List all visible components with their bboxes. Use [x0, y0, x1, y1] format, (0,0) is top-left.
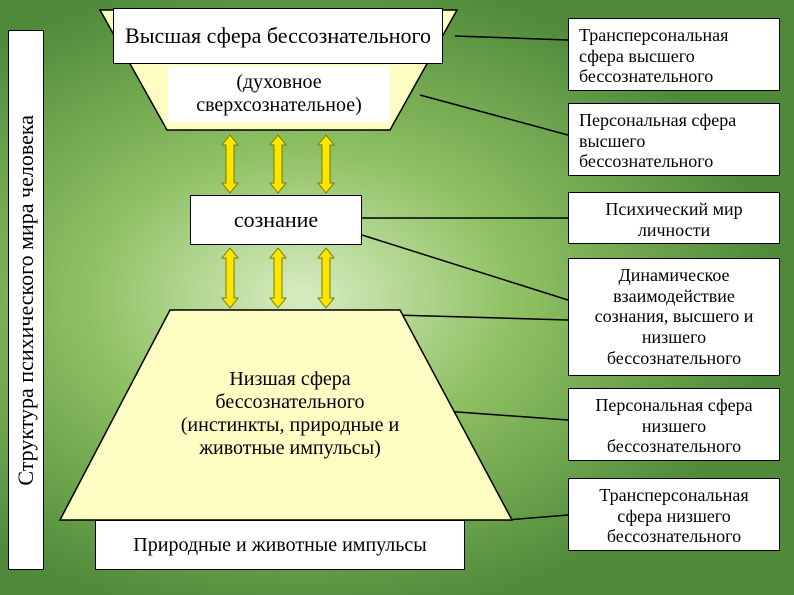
- right-box-3: Динамическое взаимодействие сознания, вы…: [568, 258, 780, 376]
- mid-label: сознание: [234, 207, 318, 232]
- top-title: Высшая сфера бессознательного: [125, 23, 431, 48]
- right-label-2: Психический мир личности: [579, 199, 769, 240]
- right-box-5: Трансперсональная сфера низшего бессозна…: [568, 478, 780, 551]
- right-label-3: Динамическое взаимодействие сознания, вы…: [579, 265, 769, 368]
- sidebar-title-text: Структура психического мира человека: [13, 115, 39, 486]
- right-label-1: Персональная сфера высшего бессознательн…: [579, 110, 769, 172]
- right-label-5: Трансперсональная сфера низшего бессозна…: [579, 485, 769, 547]
- right-box-1: Персональная сфера высшего бессознательн…: [568, 103, 780, 176]
- sidebar-title: Структура психического мира человека: [8, 30, 44, 570]
- top-title-box: Высшая сфера бессознательного: [113, 8, 443, 64]
- top-subtitle-box: (духовное сверхсознательное): [168, 66, 390, 122]
- top-subtitle: (духовное сверхсознательное): [176, 71, 382, 117]
- right-label-4: Персональная сфера низшего бессознательн…: [579, 395, 769, 457]
- bottom-box: Природные и животные импульсы: [95, 520, 465, 570]
- right-box-0: Трансперсональная сфера высшего бессозна…: [568, 18, 780, 91]
- low-trap-text: Низшая сфера бессознательного (инстинкты…: [160, 361, 420, 466]
- mid-box: сознание: [190, 195, 362, 245]
- right-box-2: Психический мир личности: [568, 192, 780, 244]
- low-trap-label: Низшая сфера бессознательного (инстинкты…: [168, 368, 412, 460]
- right-label-0: Трансперсональная сфера высшего бессозна…: [579, 25, 769, 87]
- bottom-label: Природные и животные импульсы: [133, 534, 426, 557]
- right-box-4: Персональная сфера низшего бессознательн…: [568, 388, 780, 461]
